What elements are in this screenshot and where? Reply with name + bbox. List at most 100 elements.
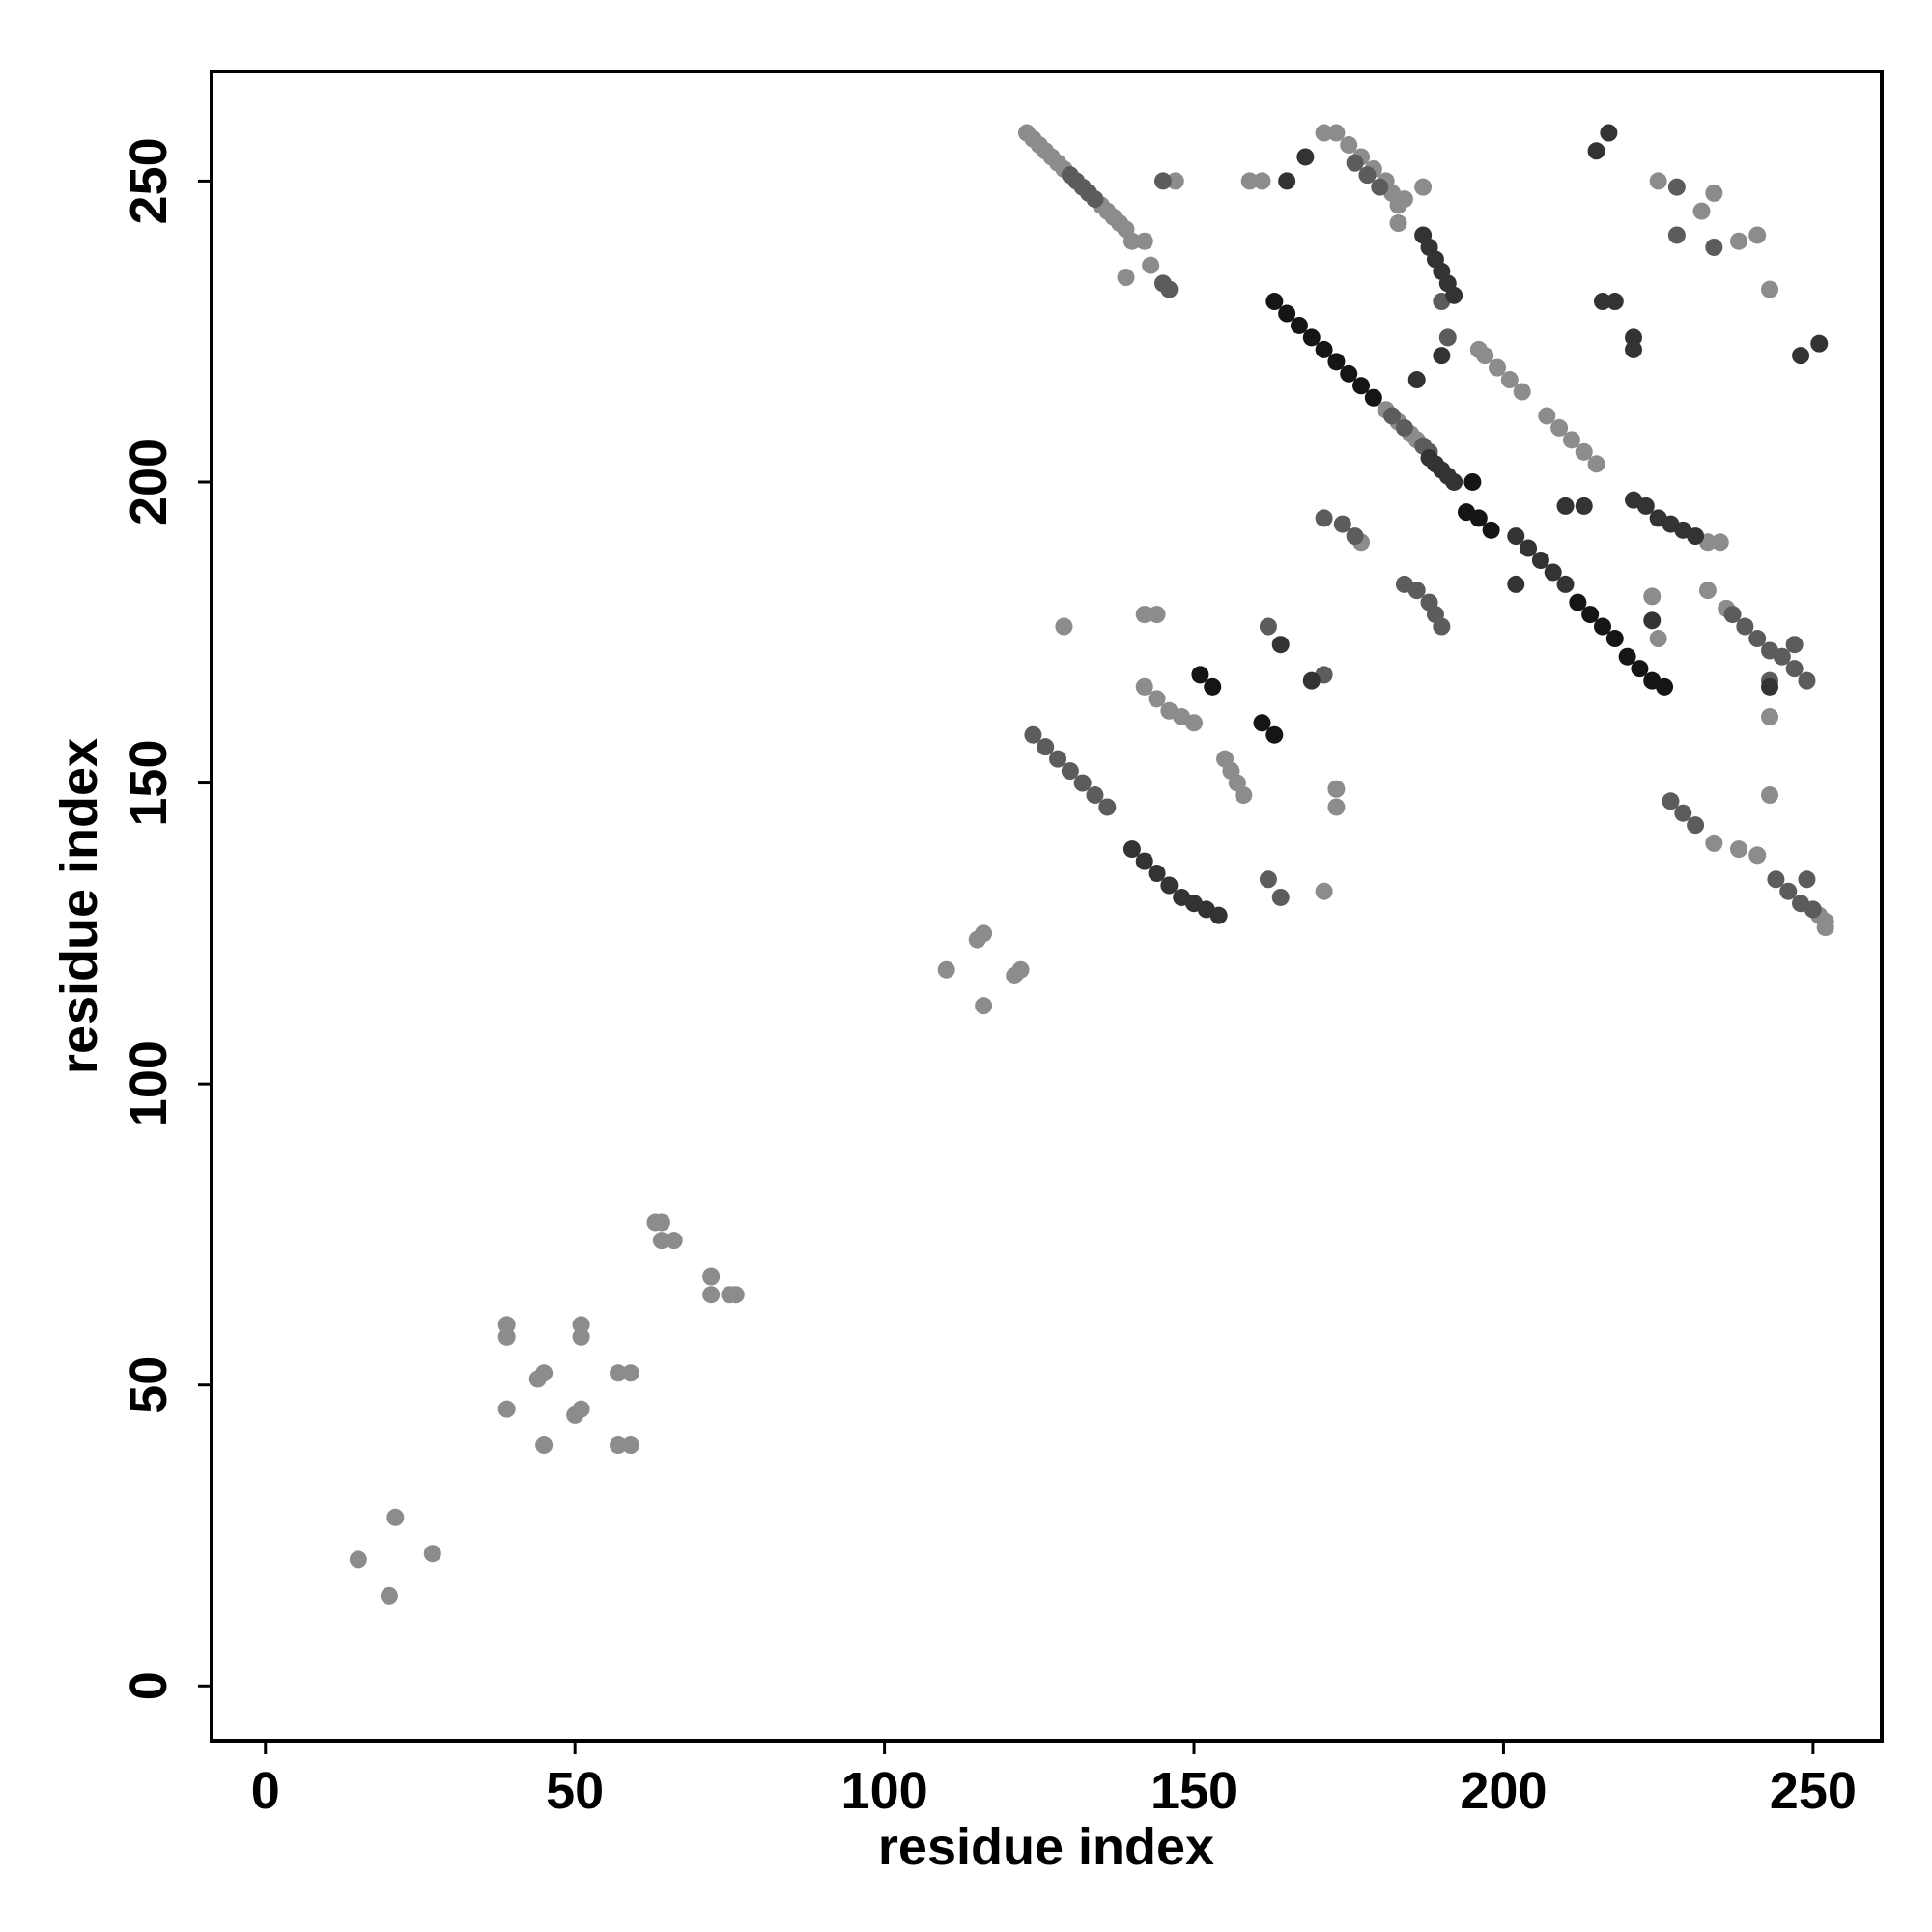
point xyxy=(1705,834,1723,852)
point xyxy=(665,1232,683,1250)
point xyxy=(349,1550,367,1569)
point xyxy=(1761,786,1779,805)
point xyxy=(1302,328,1321,347)
point xyxy=(1153,172,1172,190)
point xyxy=(1135,232,1153,250)
point xyxy=(1667,226,1686,244)
x-tick-label: 100 xyxy=(841,1762,928,1820)
point xyxy=(1705,238,1723,256)
point xyxy=(610,1436,628,1455)
point xyxy=(1135,677,1153,696)
point xyxy=(975,924,993,943)
point xyxy=(1315,340,1333,358)
point xyxy=(726,1286,745,1304)
point xyxy=(1117,269,1135,287)
point xyxy=(1593,617,1611,636)
point xyxy=(1723,606,1742,624)
point xyxy=(1191,666,1209,684)
point xyxy=(1687,527,1705,546)
point xyxy=(652,1213,670,1232)
point xyxy=(1482,521,1500,539)
plot-frame xyxy=(210,70,1884,1743)
point xyxy=(1736,617,1754,636)
point xyxy=(1625,328,1643,347)
point xyxy=(652,1232,670,1250)
point xyxy=(1259,870,1277,889)
point xyxy=(572,1400,590,1418)
point xyxy=(1271,888,1290,906)
x-tick-label: 250 xyxy=(1770,1762,1857,1820)
point xyxy=(1160,876,1179,895)
point xyxy=(1327,780,1346,798)
point xyxy=(1785,660,1804,678)
point xyxy=(1142,256,1160,274)
point xyxy=(1166,172,1184,190)
point xyxy=(1315,882,1333,900)
point xyxy=(1779,882,1798,900)
point xyxy=(1327,124,1346,142)
point xyxy=(1340,136,1358,155)
point xyxy=(1290,316,1308,334)
point xyxy=(1575,497,1593,515)
point xyxy=(1562,431,1580,449)
point xyxy=(1055,617,1073,636)
point xyxy=(1204,677,1222,696)
point xyxy=(1265,293,1284,311)
point xyxy=(1656,677,1674,696)
point xyxy=(1631,660,1649,678)
point xyxy=(1445,286,1463,304)
point xyxy=(1810,334,1829,353)
x-tick-label: 50 xyxy=(546,1762,604,1820)
point xyxy=(1296,148,1315,166)
point xyxy=(423,1545,441,1563)
point xyxy=(1792,347,1810,365)
point xyxy=(1581,606,1600,624)
point xyxy=(1507,527,1525,546)
point xyxy=(1333,515,1351,533)
point xyxy=(1414,178,1433,196)
point xyxy=(1605,630,1624,648)
point xyxy=(1662,792,1680,810)
point xyxy=(1692,202,1711,220)
point xyxy=(1476,347,1494,365)
point xyxy=(1667,178,1686,196)
point xyxy=(1315,124,1333,142)
point xyxy=(1122,232,1141,250)
point xyxy=(1340,364,1358,383)
point xyxy=(1086,190,1104,209)
point xyxy=(1698,582,1717,600)
point xyxy=(1315,509,1333,527)
point xyxy=(1383,407,1402,425)
point xyxy=(1463,472,1482,491)
point xyxy=(1209,906,1228,924)
y-tick-label: 250 xyxy=(120,137,178,224)
point xyxy=(1507,575,1525,593)
point xyxy=(497,1327,516,1346)
point xyxy=(1148,606,1166,624)
point xyxy=(1636,497,1655,515)
point xyxy=(1761,708,1779,726)
point xyxy=(1011,960,1030,979)
point xyxy=(1160,280,1179,298)
point xyxy=(1711,533,1729,552)
point xyxy=(1531,551,1549,569)
point xyxy=(1185,714,1204,732)
y-tick-label: 150 xyxy=(120,740,178,827)
point xyxy=(1346,154,1364,172)
point xyxy=(1761,280,1779,298)
point xyxy=(1804,900,1822,919)
point xyxy=(1278,304,1296,323)
point xyxy=(621,1436,639,1455)
point xyxy=(1253,714,1271,732)
point xyxy=(1544,563,1562,582)
point xyxy=(937,960,955,979)
point xyxy=(1556,497,1575,515)
point xyxy=(497,1316,516,1334)
point xyxy=(1271,636,1290,654)
point xyxy=(1433,617,1451,636)
point xyxy=(1500,371,1519,389)
point xyxy=(1538,407,1556,425)
point xyxy=(1438,328,1457,347)
point xyxy=(1389,214,1407,233)
